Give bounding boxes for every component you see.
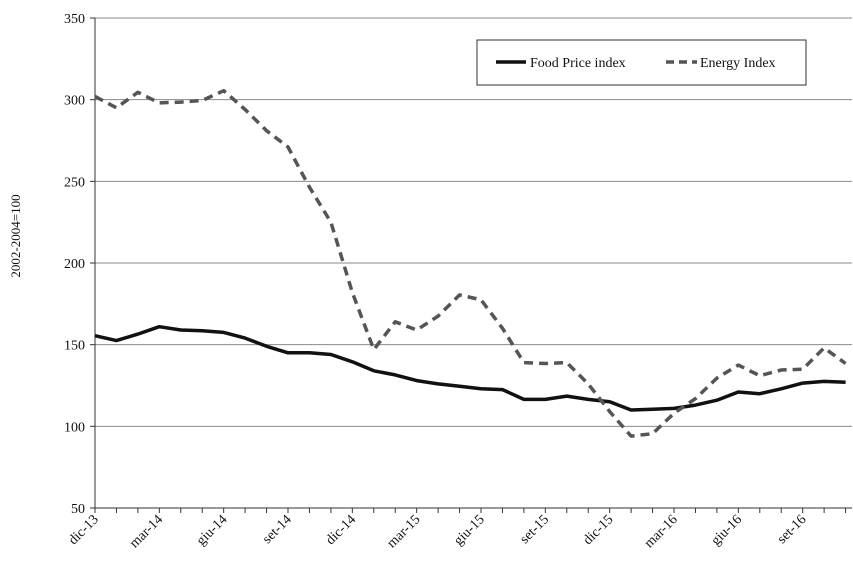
y-axis-label: 2002-2004=100 xyxy=(8,194,23,277)
legend-label-energy: Energy Index xyxy=(700,56,776,71)
energy-index-line xyxy=(94,88,847,438)
y-tick-label: 350 xyxy=(64,12,85,27)
x-tick-label: set-14 xyxy=(260,512,295,547)
series-lines xyxy=(94,88,847,438)
legend-label-food: Food Price index xyxy=(530,56,626,71)
legend-box xyxy=(476,39,807,86)
x-tick-label: mar-15 xyxy=(384,512,423,551)
x-tick-label: set-16 xyxy=(775,512,810,547)
x-tick-label: dic-13 xyxy=(66,512,102,548)
y-tick-label: 50 xyxy=(71,502,85,517)
y-tick-label: 100 xyxy=(64,420,85,435)
x-tick-label: mar-16 xyxy=(642,512,681,551)
x-tick-label: dic-15 xyxy=(581,512,617,548)
legend: Food Price index Energy Index xyxy=(476,39,807,86)
y-tick-label: 200 xyxy=(64,257,85,272)
x-tick-label: giu-15 xyxy=(451,512,487,548)
gridlines xyxy=(95,17,852,427)
y-tick-label: 300 xyxy=(64,94,85,109)
x-tick-label: giu-16 xyxy=(709,512,745,548)
x-tick-label: set-15 xyxy=(517,512,552,547)
x-tick-label: giu-14 xyxy=(194,512,230,548)
food-price-index-line xyxy=(94,324,846,412)
x-tick-label: dic-14 xyxy=(323,512,359,548)
x-axis: dic-13 mar-14 giu-14 set-14 dic-14 mar-15 giu-… xyxy=(66,18,852,551)
y-tick-label: 150 xyxy=(64,339,85,354)
x-tick-label: mar-14 xyxy=(127,512,166,551)
y-axis-ticks: 50 100 150 200 250 300 350 xyxy=(64,12,95,517)
y-tick-label: 250 xyxy=(64,175,85,190)
